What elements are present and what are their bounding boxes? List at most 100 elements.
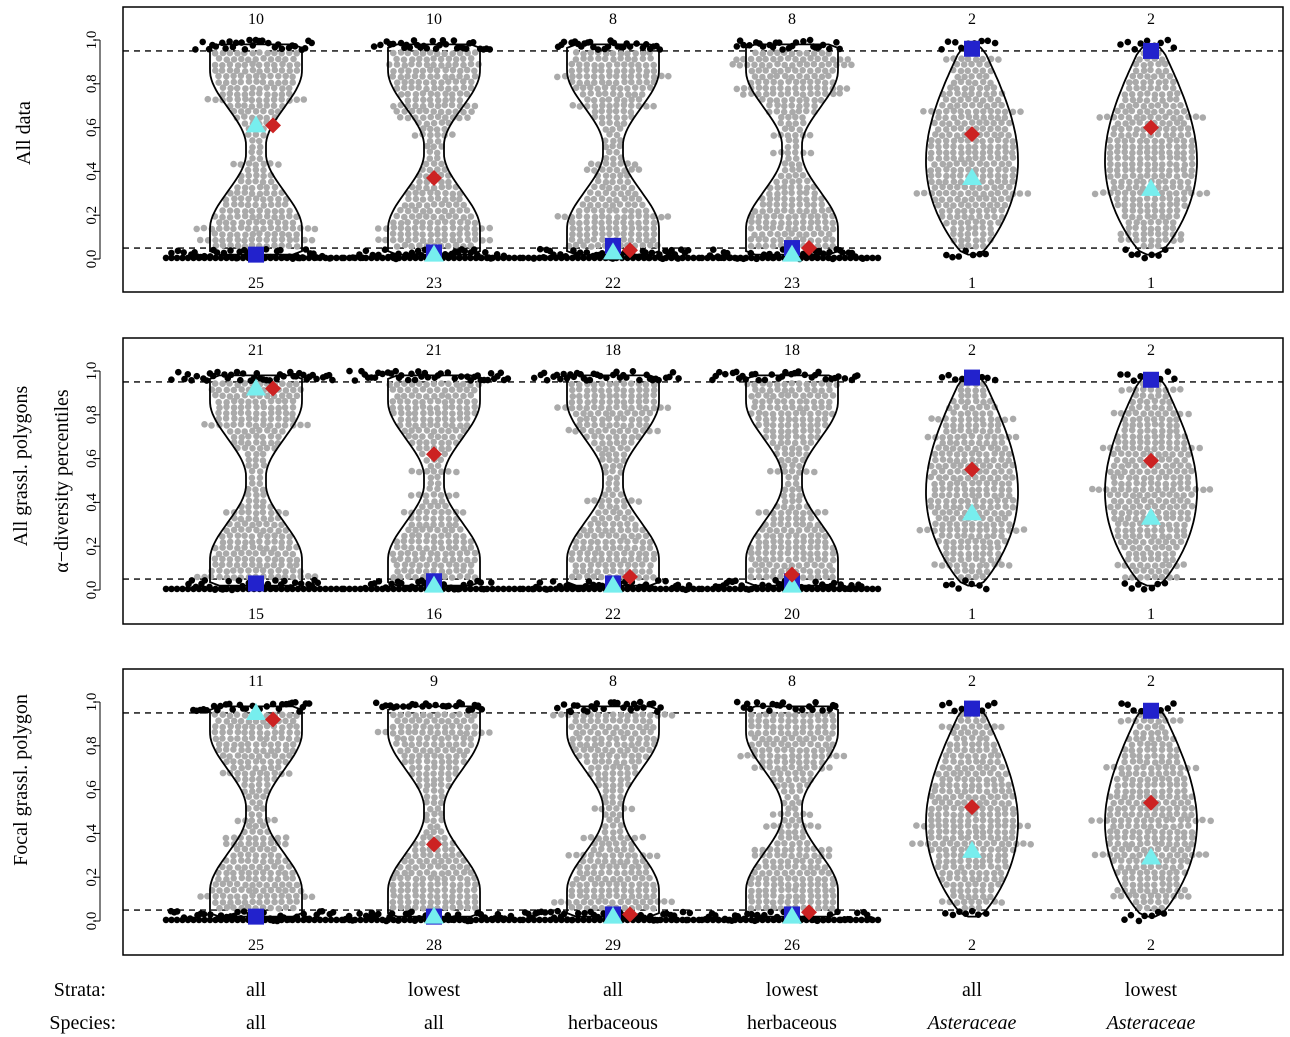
- point-outside: [377, 41, 384, 49]
- point-inside: [389, 73, 397, 80]
- point-inside: [953, 60, 961, 68]
- point-inside: [822, 224, 830, 232]
- point-inside: [628, 102, 635, 109]
- point-outside: [530, 374, 538, 382]
- point-inside: [248, 782, 255, 790]
- point-inside: [1125, 114, 1133, 121]
- point-inside: [602, 561, 609, 569]
- point-inside: [297, 887, 305, 895]
- point-inside: [994, 96, 1002, 104]
- point-inside: [274, 858, 282, 865]
- point-inside: [931, 469, 938, 476]
- point-inside: [253, 403, 260, 411]
- point-outside: [294, 585, 302, 593]
- point-inside: [747, 236, 755, 243]
- point-inside: [467, 84, 475, 92]
- point-inside: [267, 201, 275, 208]
- point-inside: [811, 386, 818, 394]
- point-inside: [803, 96, 810, 104]
- point-inside: [957, 422, 965, 430]
- point-inside: [1165, 213, 1173, 220]
- point-inside: [294, 61, 301, 68]
- point-inside: [422, 160, 430, 168]
- top-count-label: 10: [426, 11, 442, 28]
- point-inside: [1144, 154, 1151, 161]
- point-inside: [913, 190, 921, 197]
- point-inside: [953, 486, 961, 493]
- point-inside: [1159, 213, 1166, 220]
- point-inside: [1129, 468, 1136, 476]
- point-inside: [1159, 533, 1166, 540]
- point-inside: [260, 764, 268, 772]
- point-inside: [270, 84, 278, 92]
- point-inside: [275, 55, 282, 63]
- point-inside: [755, 415, 762, 422]
- point-inside: [1114, 445, 1122, 452]
- point-outside: [406, 44, 414, 51]
- point-outside: [184, 254, 192, 262]
- point-inside: [1169, 538, 1177, 546]
- point-inside: [613, 230, 621, 237]
- point-inside: [942, 142, 950, 150]
- point-inside: [766, 201, 773, 208]
- point-inside: [416, 55, 423, 63]
- point-inside: [463, 549, 471, 557]
- point-inside: [1126, 103, 1133, 110]
- point-outside: [206, 254, 214, 262]
- point-inside: [605, 404, 613, 412]
- point-inside: [807, 556, 814, 563]
- point-inside: [1091, 190, 1099, 198]
- point-inside: [416, 521, 423, 529]
- point-inside: [1147, 410, 1155, 417]
- point-inside: [953, 491, 961, 499]
- point-inside: [972, 96, 980, 103]
- point-inside: [792, 416, 799, 424]
- point-inside: [639, 84, 646, 92]
- point-outside: [401, 254, 408, 262]
- point-inside: [598, 107, 605, 115]
- point-inside: [423, 381, 430, 388]
- point-inside: [1121, 207, 1129, 214]
- point-inside: [1114, 143, 1122, 150]
- point-inside: [241, 68, 249, 75]
- point-outside: [371, 374, 379, 382]
- point-inside: [1162, 218, 1170, 226]
- point-inside: [434, 462, 442, 470]
- point-inside: [415, 567, 423, 575]
- point-inside: [404, 886, 412, 894]
- point-inside: [991, 492, 998, 500]
- point-inside: [810, 380, 818, 388]
- point-outside: [246, 36, 253, 44]
- point-outside: [240, 908, 248, 915]
- point-outside: [314, 579, 322, 587]
- point-inside: [438, 79, 445, 86]
- point-inside: [420, 416, 427, 423]
- point-inside: [434, 207, 442, 215]
- point-inside: [1206, 486, 1214, 493]
- point-inside: [943, 498, 950, 505]
- point-inside: [650, 61, 657, 69]
- point-inside: [1165, 544, 1173, 552]
- point-outside: [732, 577, 739, 585]
- point-inside: [650, 550, 658, 558]
- point-inside: [219, 752, 227, 759]
- point-inside: [230, 404, 238, 411]
- point-inside: [590, 73, 598, 80]
- point-inside: [1117, 183, 1125, 190]
- point-inside: [605, 387, 613, 395]
- point-inside: [763, 213, 770, 220]
- point-inside: [1140, 230, 1148, 238]
- point-inside: [972, 67, 979, 74]
- point-inside: [1129, 161, 1136, 168]
- point-inside: [1129, 119, 1136, 126]
- point-inside: [278, 96, 286, 103]
- point-outside: [217, 254, 225, 262]
- point-inside: [267, 851, 275, 859]
- point-outside: [825, 254, 832, 262]
- point-inside: [442, 421, 449, 429]
- point-inside: [408, 544, 415, 552]
- point-inside: [755, 224, 763, 231]
- point-inside: [953, 403, 960, 411]
- point-inside: [256, 85, 263, 93]
- point-inside: [471, 219, 479, 227]
